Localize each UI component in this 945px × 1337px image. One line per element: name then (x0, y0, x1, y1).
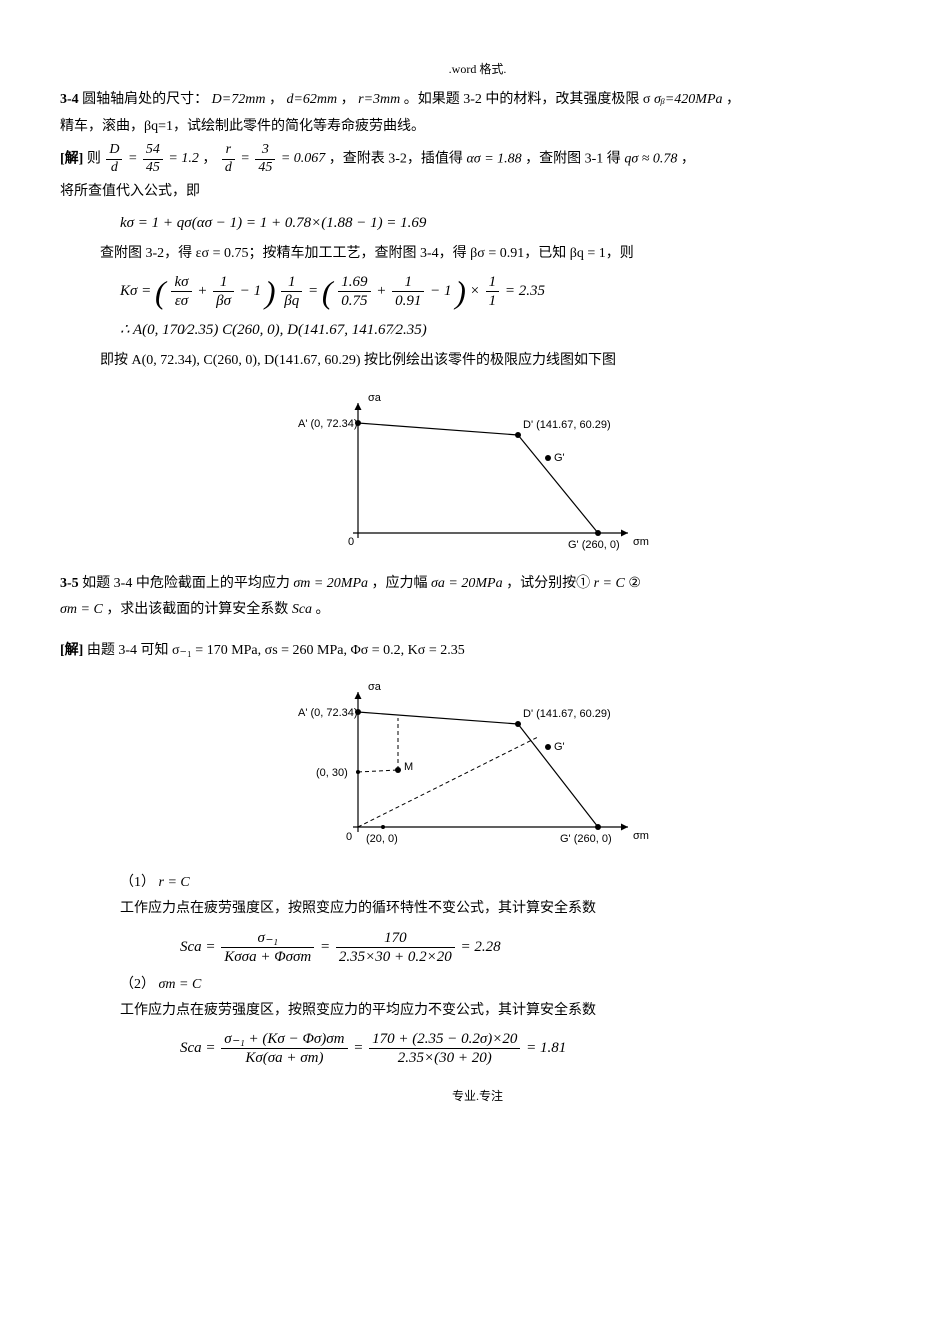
page-footer: 专业.专注 (60, 1087, 895, 1106)
c2-frac1: σ₋₁ + (Kσ − Φσ)σm Kσ(σa + σm) (221, 1030, 347, 1067)
frac-1-091: 10.91 (392, 273, 424, 310)
c2-xm-label: σm (633, 830, 649, 842)
chart-1: σa σm 0 A' (0, 72.34) D' (141.67, 60.29)… (298, 383, 658, 563)
p35-num: 3-5 (60, 576, 79, 591)
val-0.067: = 0.067 (281, 151, 325, 166)
c2-ya-label: σa (368, 681, 382, 693)
case1-head: （1） r = C (120, 872, 895, 894)
page-header: .word 格式. (60, 60, 895, 79)
p34-s5: ，查附图 3-1 得 (525, 151, 621, 166)
c1-xm-label: σm (633, 536, 649, 548)
p34-s3: 精车，滚曲，βq=1，试绘制此零件的简化等寿命疲劳曲线。 (60, 116, 895, 138)
p34-D: D=72mm (212, 92, 266, 107)
p34-points-line: 即按 A(0, 72.34), C(260, 0), D(141.67, 60.… (100, 350, 895, 372)
c2-frac2: 170 + (2.35 − 0.2σ)×20 2.35×(30 + 20) (369, 1030, 520, 1067)
qsig-val: qσ ≈ 0.78 (624, 151, 677, 166)
val-1.2: = 1.2 (168, 151, 198, 166)
c2-A: A' (0, 72.34) (298, 707, 358, 719)
p34-s2: 。如果题 3-2 中的材料，改其强度极限 σ (404, 92, 651, 107)
c1-frac1: σ₋₁ Kσσa + Φσσm (221, 929, 314, 966)
c2-G: G' (554, 741, 565, 753)
c1-O: 0 (348, 536, 354, 548)
frac-3-45: 345 (255, 142, 275, 177)
alpha-val: ασ = 1.88 (466, 151, 521, 166)
c2-030: (0, 30) (316, 767, 348, 779)
p34-num: 3-4 (60, 92, 79, 107)
p34-eq1a: 则 (87, 151, 101, 166)
c1-ya-label: σa (368, 392, 382, 404)
frac-1-1: 11 (486, 273, 500, 310)
case2-head: （2） σm = C (120, 974, 895, 996)
frac-54-45: 5445 (143, 142, 163, 177)
c2-M: M (404, 761, 413, 773)
p34-s4: ，查附表 3-2，插值得 (329, 151, 463, 166)
p34-r: r=3mm (358, 92, 400, 107)
c2-O: 0 (346, 831, 352, 843)
p34-statement: 3-4 圆轴轴肩处的尺寸： D=72mm ， d=62mm ， r=3mm 。如… (60, 89, 895, 111)
eq-Ksigma-big: Kσ = ( kσεσ + 1βσ − 1 ) 1βq = ( 1.690.75… (120, 273, 895, 310)
frac-rd: rd (222, 142, 235, 177)
frac-169-075: 1.690.75 (338, 273, 370, 310)
case2-eq: Sca = σ₋₁ + (Kσ − Φσ)σm Kσ(σa + σm) = 17… (180, 1030, 895, 1067)
c2-C: G' (260, 0) (560, 833, 612, 845)
p34-s7: 查附图 3-2，得 εσ = 0.75；按精车加工工艺，查附图 3-4，得 βσ… (100, 243, 895, 265)
c1-frac2: 170 2.35×30 + 0.2×20 (336, 929, 455, 966)
c2-200: (20, 0) (366, 833, 398, 845)
frac-Dd: Dd (106, 142, 122, 177)
eq-ksigma: kσ = 1 + qσ(ασ − 1) = 1 + 0.78×(1.88 − 1… (120, 211, 895, 235)
p34-sigb: σᵦ=420MPa (654, 92, 723, 107)
frac-1-bq: 1βq (281, 273, 302, 310)
case1-stmt: 工作应力点在疲劳强度区，按照变应力的循环特性不变公式，其计算安全系数 (120, 898, 895, 920)
p34-soln-line1: [解] 则 Dd = 5445 = 1.2 ， rd = 345 = 0.067… (60, 142, 895, 177)
p35-given: [解] 由题 3-4 可知 σ₋₁ = 170 MPa, σs = 260 MP… (60, 640, 895, 662)
frac-ks-es: kσεσ (171, 273, 191, 310)
case1-eq: Sca = σ₋₁ Kσσa + Φσσm = 170 2.35×30 + 0.… (180, 929, 895, 966)
frac-1-bs: 1βσ (213, 273, 234, 310)
eq-therefore: ∴ A(0, 170⁄2.35) C(260, 0), D(141.67, 14… (120, 318, 895, 342)
p34-s6: 将所查值代入公式，即 (60, 181, 895, 203)
c1-G: G' (554, 452, 565, 464)
p34-d: d=62mm (286, 92, 337, 107)
case2-stmt: 工作应力点在疲劳强度区，按照变应力的平均应力不变公式，其计算安全系数 (120, 1000, 895, 1022)
c1-C: G' (260, 0) (568, 539, 620, 551)
p35-statement: 3-5 如题 3-4 中危险截面上的平均应力 σm = 20MPa ，应力幅 σ… (60, 573, 895, 595)
c2-D: D' (141.67, 60.29) (523, 708, 611, 720)
p34-sol-label: [解] (60, 151, 83, 166)
chart-2: σa σm 0 A' (0, 72.34) D' (141.67, 60.29)… (298, 672, 658, 862)
p34-s1: 圆轴轴肩处的尺寸： (82, 92, 208, 107)
c1-D: D' (141.67, 60.29) (523, 419, 611, 431)
c1-A: A' (0, 72.34) (298, 418, 358, 430)
p35-statement2: σm = C ，求出该截面的计算安全系数 Sca 。 (60, 599, 895, 621)
